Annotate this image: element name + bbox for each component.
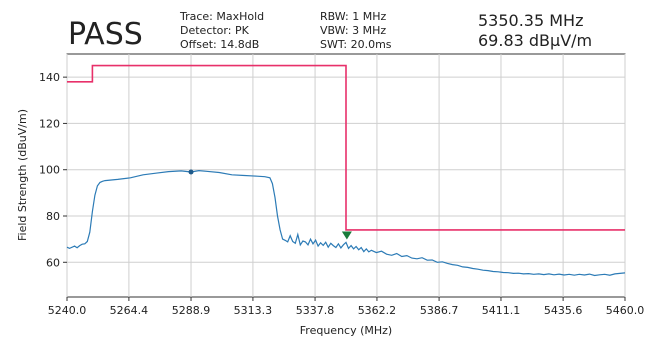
limit-line — [67, 64, 625, 231]
x-tick-label: 5337.8 — [296, 304, 335, 317]
marker-triangle — [341, 231, 352, 240]
x-tick-label: 5288.9 — [172, 304, 211, 317]
detector-info: Detector: PK — [180, 24, 250, 37]
marker-frequency: 5350.35 MHz — [478, 11, 583, 30]
offset-info: Offset: 14.8dB — [180, 38, 259, 51]
y-axis: 60 80 100 120 140 — [39, 71, 67, 269]
rbw-info: RBW: 1 MHz — [320, 10, 386, 23]
pass-status: PASS — [68, 17, 143, 52]
y-axis-label: Field Strength (dBuV/m) — [16, 109, 29, 241]
x-tick-label: 5435.6 — [544, 304, 583, 317]
markers — [188, 169, 352, 240]
y-tick-label: 120 — [39, 117, 60, 130]
x-tick-label: 5240.0 — [48, 304, 87, 317]
marker-level: 69.83 dBµV/m — [478, 31, 592, 50]
x-axis-label: Frequency (MHz) — [300, 324, 392, 337]
vbw-info: VBW: 3 MHz — [320, 24, 386, 37]
y-tick-label: 100 — [39, 164, 60, 177]
x-axis: 5240.0 5264.4 5288.9 5313.3 5337.8 5362.2 5386… — [48, 297, 645, 317]
x-tick-label: 5411.1 — [482, 304, 521, 317]
peak-marker-dot — [188, 169, 194, 175]
x-tick-label: 5362.2 — [358, 304, 397, 317]
trace-line — [66, 169, 626, 277]
y-tick-label: 60 — [46, 256, 60, 269]
x-tick-label: 5313.3 — [234, 304, 273, 317]
swt-info: SWT: 20.0ms — [320, 38, 392, 51]
x-tick-label: 5460.0 — [606, 304, 645, 317]
x-tick-label: 5386.7 — [420, 304, 459, 317]
grid — [66, 54, 626, 297]
trace-info: Trace: MaxHold — [179, 10, 264, 23]
y-tick-label: 80 — [46, 210, 60, 223]
x-tick-label: 5264.4 — [110, 304, 149, 317]
y-tick-label: 140 — [39, 71, 60, 84]
